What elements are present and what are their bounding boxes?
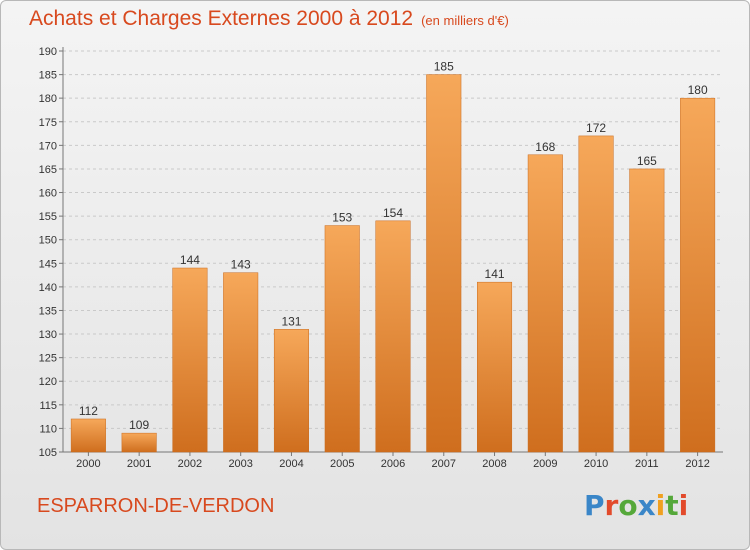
- x-tick-label: 2007: [432, 458, 456, 470]
- brand-letter: o: [618, 489, 638, 522]
- proxiti-logo: Proxiti: [584, 489, 688, 522]
- data-label: 144: [180, 253, 200, 267]
- brand-letter: i: [678, 489, 689, 522]
- y-tick-label: 190: [39, 46, 57, 58]
- bar: [426, 74, 462, 453]
- y-tick-label: 130: [39, 329, 57, 341]
- x-tick-label: 2001: [127, 458, 151, 470]
- data-label: 112: [79, 404, 98, 418]
- y-tick-label: 160: [39, 188, 57, 200]
- bar: [223, 272, 259, 453]
- brand-letter: i: [655, 489, 666, 522]
- chart-title-text: Achats et Charges Externes 2000 à 2012: [29, 7, 414, 30]
- x-tick-label: 2000: [76, 458, 100, 470]
- data-label: 143: [231, 258, 251, 272]
- bar: [527, 154, 563, 453]
- y-tick-label: 125: [39, 353, 57, 365]
- bar: [273, 329, 309, 453]
- commune-name: ESPARRON-DE-VERDON: [37, 495, 275, 517]
- x-tick-label: 2002: [178, 458, 202, 470]
- y-tick-label: 140: [39, 282, 57, 294]
- bar: [324, 225, 360, 453]
- data-label: 131: [281, 314, 301, 328]
- x-tick-label: 2010: [584, 458, 608, 470]
- x-tick-label: 2008: [482, 458, 506, 470]
- brand-letter: P: [584, 489, 605, 522]
- y-tick-label: 145: [39, 258, 57, 270]
- bar: [578, 135, 614, 453]
- y-tick-label: 105: [39, 447, 57, 459]
- bar: [70, 418, 106, 453]
- bar: [477, 281, 513, 453]
- bar: [680, 97, 716, 453]
- y-tick-label: 165: [39, 164, 57, 176]
- y-tick-label: 150: [39, 235, 57, 247]
- data-label: 165: [637, 154, 657, 168]
- brand-letter: x: [637, 489, 656, 522]
- data-label: 180: [688, 83, 708, 97]
- x-tick-label: 2005: [330, 458, 354, 470]
- y-tick-label: 120: [39, 376, 57, 388]
- bars: [70, 74, 716, 453]
- data-label: 154: [383, 206, 403, 220]
- y-tick-label: 135: [39, 305, 57, 317]
- x-tick-label: 2011: [635, 458, 659, 470]
- labels: 105 110 115 120 125 130 135 140 145 150 155 160 165 1…: [39, 46, 710, 470]
- bar: [121, 432, 157, 453]
- data-label: 185: [434, 60, 454, 74]
- x-tick-label: 2009: [533, 458, 557, 470]
- bar: [172, 267, 208, 453]
- data-label: 109: [129, 418, 149, 432]
- data-label: 153: [332, 211, 352, 225]
- x-tick-label: 2012: [685, 458, 709, 470]
- data-label: 141: [485, 267, 505, 281]
- data-label: 168: [535, 140, 555, 154]
- x-tick-label: 2004: [279, 458, 303, 470]
- y-tick-label: 170: [39, 140, 57, 152]
- x-tick-label: 2003: [228, 458, 252, 470]
- x-tick-label: 2006: [381, 458, 405, 470]
- y-tick-label: 155: [39, 211, 57, 223]
- brand-letter: r: [604, 489, 619, 522]
- y-tick-label: 180: [39, 93, 57, 105]
- y-tick-label: 110: [39, 423, 57, 435]
- bar: [375, 220, 411, 453]
- brand-letter: t: [665, 489, 679, 522]
- chart-unit: (en milliers d'€): [421, 13, 509, 28]
- y-tick-label: 185: [39, 70, 57, 82]
- y-tick-label: 115: [39, 400, 57, 412]
- y-tick-label: 175: [39, 117, 57, 129]
- chart-title: Achats et Charges Externes 2000 à 2012 (e…: [29, 7, 509, 31]
- bar: [629, 168, 665, 453]
- data-label: 172: [586, 121, 606, 135]
